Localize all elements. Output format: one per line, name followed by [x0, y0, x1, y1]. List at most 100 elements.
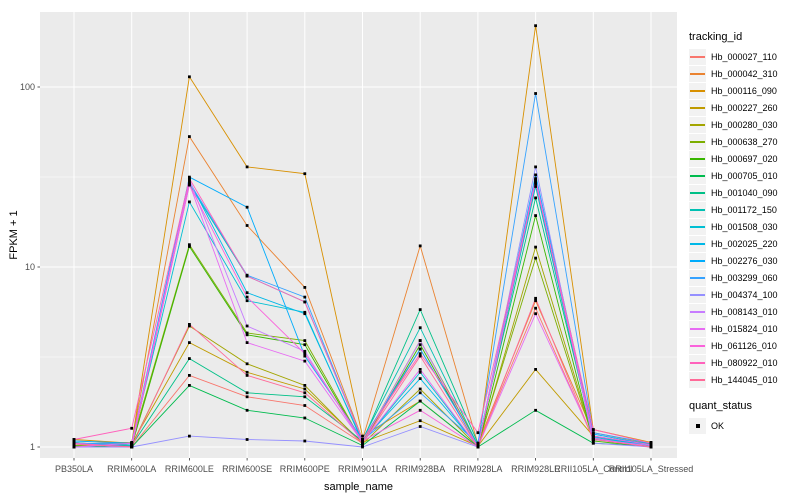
data-point	[534, 181, 537, 184]
data-point	[361, 434, 364, 438]
x-tick-label-RRIM901LA: RRIM901LA	[338, 464, 387, 474]
data-point	[534, 92, 537, 95]
x-tick-label-RRIM600LE: RRIM600LE	[165, 464, 214, 474]
legend-item-Hb_000042_310: Hb_000042_310	[689, 65, 799, 82]
data-point	[245, 438, 249, 441]
legend-label: Hb_000638_270	[711, 136, 778, 147]
legend-key-swatch	[689, 167, 706, 184]
legend-label: Hb_001040_090	[711, 187, 778, 198]
legend-label-ok: OK	[711, 420, 725, 431]
data-point	[245, 395, 249, 399]
data-point	[534, 165, 537, 169]
legend-color-line-icon	[690, 242, 705, 245]
data-point	[303, 404, 307, 407]
data-point	[361, 439, 364, 443]
data-point	[303, 312, 307, 316]
legend-key-ok	[689, 417, 706, 434]
data-point	[418, 308, 422, 311]
data-point	[418, 354, 422, 358]
data-point	[534, 214, 537, 217]
legend-color-line-icon	[690, 276, 705, 279]
legend-key-swatch	[689, 303, 706, 320]
legend-item-Hb_061126_010: Hb_061126_010	[689, 337, 799, 354]
data-point	[476, 441, 480, 445]
legend-title-tracking-id: tracking_id	[689, 31, 743, 43]
legend-key-swatch	[689, 252, 706, 269]
legend-color-line-icon	[690, 344, 705, 347]
legend-item-Hb_001508_030: Hb_001508_030	[689, 218, 799, 235]
data-point	[188, 183, 191, 187]
legend-key-swatch	[689, 320, 706, 337]
legend-item-Hb_144045_010: Hb_144045_010	[689, 371, 799, 388]
legend-item-Hb_001040_090: Hb_001040_090	[689, 184, 799, 201]
data-point	[361, 445, 364, 449]
data-point	[649, 443, 653, 447]
x-axis-title: sample_name	[323, 481, 394, 493]
data-point	[418, 347, 422, 351]
legend-key-swatch	[689, 116, 706, 133]
legend-color-line-icon	[690, 140, 705, 143]
legend-key-swatch	[689, 286, 706, 303]
x-tick-label-RRIM928BA: RRIM928BA	[395, 464, 445, 474]
data-point	[418, 368, 422, 371]
legend-color-line-icon	[690, 89, 705, 92]
legend-item-Hb_000638_270: Hb_000638_270	[689, 133, 799, 150]
data-point	[476, 431, 480, 435]
legend-label: Hb_000697_020	[711, 153, 778, 164]
data-point	[591, 441, 595, 445]
tracking-legend-items: Hb_000027_110 Hb_000042_310 Hb_000116_090 H…	[689, 48, 799, 388]
data-point	[534, 408, 537, 412]
data-point	[303, 359, 307, 363]
data-point	[245, 391, 249, 395]
data-point	[418, 339, 422, 342]
data-point	[303, 286, 307, 289]
data-point	[303, 343, 307, 347]
legend-title-quant-status: quant_status	[689, 400, 752, 412]
data-point	[303, 295, 307, 299]
legend-label: Hb_000227_260	[711, 102, 778, 113]
data-point	[245, 274, 249, 278]
data-point	[591, 431, 595, 435]
x-tick-label-RRIM600LA: RRIM600LA	[107, 464, 156, 474]
legend-key-swatch	[689, 184, 706, 201]
data-point	[188, 323, 191, 326]
legend-label: Hb_002025_220	[711, 238, 778, 249]
legend-key-swatch	[689, 150, 706, 167]
x-tick-label-RRIM928LA: RRIM928LA	[453, 464, 502, 474]
legend-key-swatch	[689, 82, 706, 99]
x-tick-label-RRIM928LE: RRIM928LE	[511, 464, 560, 474]
data-point	[188, 434, 191, 438]
data-point	[188, 384, 191, 387]
data-point	[534, 196, 537, 200]
legend-item-Hb_000027_110: Hb_000027_110	[689, 48, 799, 65]
data-point	[245, 333, 249, 337]
legend-label: Hb_000116_090	[711, 85, 777, 96]
data-point	[418, 425, 422, 428]
data-point	[303, 416, 307, 420]
data-point	[72, 439, 76, 443]
data-point	[418, 387, 422, 391]
legend-item-Hb_000280_030: Hb_000280_030	[689, 116, 799, 133]
x-tick-label-RRII105LA_Stressed: RRII105LA_Stressed	[609, 464, 694, 474]
data-point	[476, 444, 480, 447]
legend-label: Hb_061126_010	[711, 340, 777, 351]
data-point	[188, 175, 191, 179]
data-point	[245, 331, 249, 335]
legend-item-Hb_001172_150: Hb_001172_150	[689, 201, 799, 218]
legend-color-line-icon	[690, 72, 705, 75]
data-point	[72, 445, 76, 449]
data-point	[591, 432, 595, 436]
legend-item-Hb_015824_010: Hb_015824_010	[689, 320, 799, 337]
legend-item-Hb_003299_060: Hb_003299_060	[689, 269, 799, 286]
data-point	[245, 295, 249, 299]
legend-key-swatch	[689, 133, 706, 150]
data-point	[534, 177, 537, 180]
legend-color-line-icon	[690, 157, 705, 160]
legend-key-swatch	[689, 218, 706, 235]
data-point	[245, 341, 249, 344]
data-point	[591, 438, 595, 441]
data-point	[361, 441, 364, 445]
legend-label: Hb_002276_030	[711, 255, 778, 266]
